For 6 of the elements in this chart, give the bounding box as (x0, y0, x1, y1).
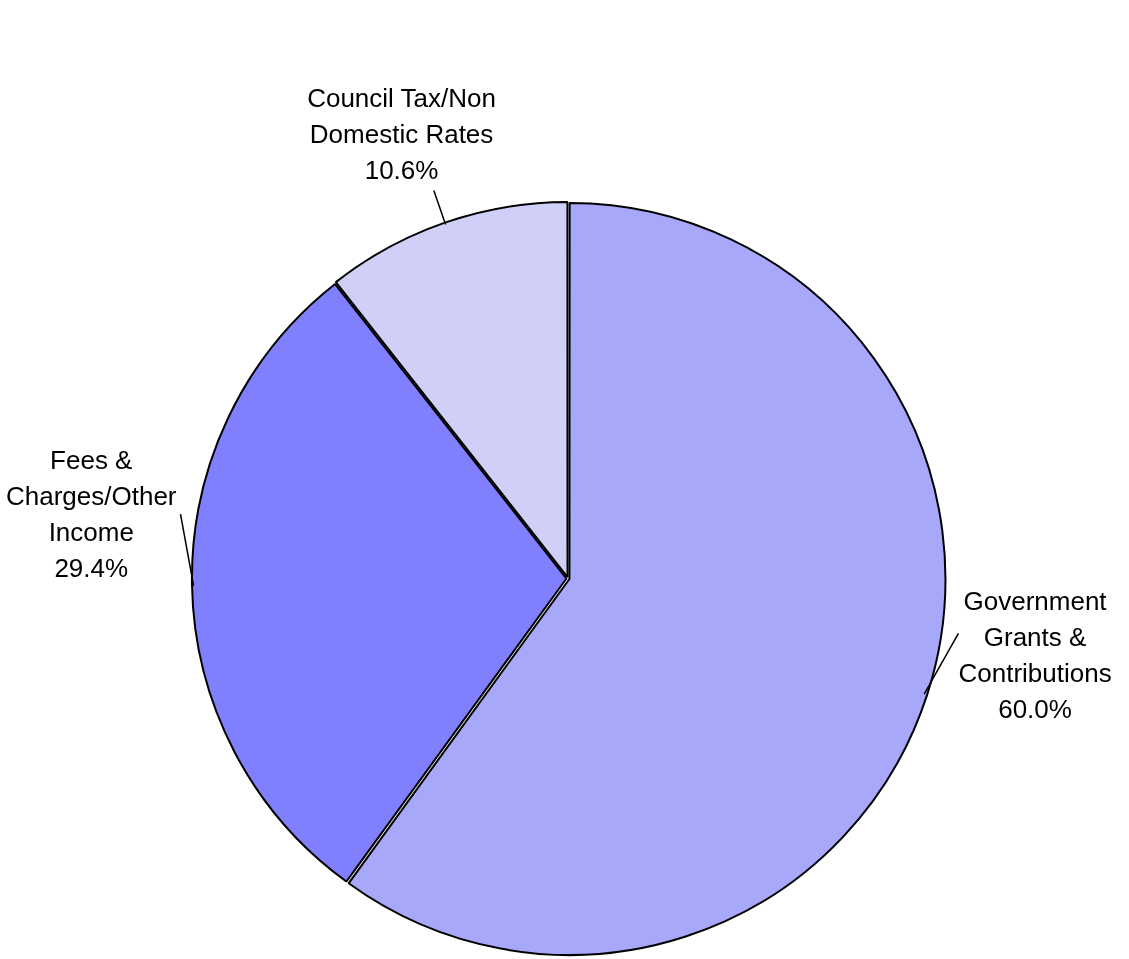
slice-label: Fees & Charges/Other Income (6, 444, 177, 547)
data-label: 10.6% (364, 154, 439, 185)
slice-label: Council Tax/Non Domestic Rates (307, 82, 496, 149)
data-label: 60.0% (998, 694, 1072, 725)
data-label: 29.4% (54, 552, 129, 583)
slice-label: Government Grants & Contributions (958, 586, 1112, 689)
